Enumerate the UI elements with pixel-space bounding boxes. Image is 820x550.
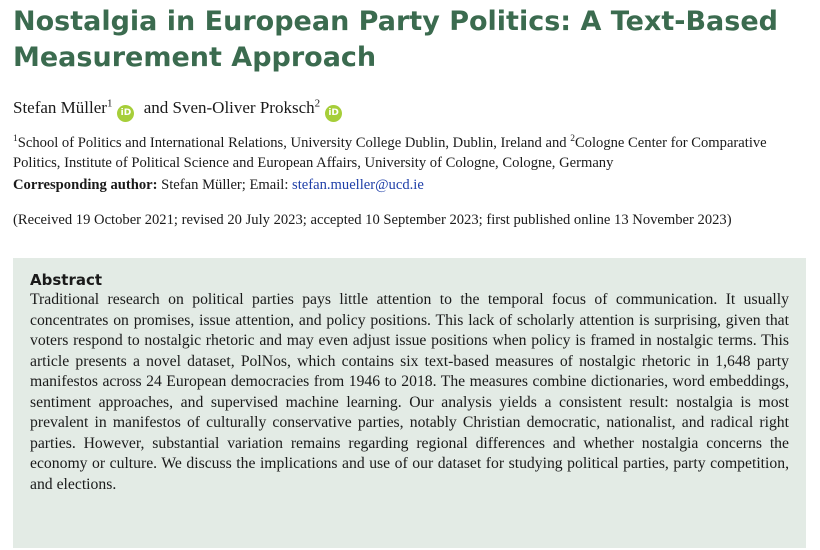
affil-sup: 2 bbox=[570, 134, 575, 145]
paper-title: Nostalgia in European Party Politics: A … bbox=[13, 6, 778, 73]
orcid-icon[interactable]: iD bbox=[325, 105, 343, 122]
corresponding-author: Corresponding author: Stefan Müller; Ema… bbox=[13, 175, 424, 195]
author-affil-sup: 2 bbox=[314, 97, 321, 110]
orcid-icon[interactable]: iD bbox=[117, 105, 135, 122]
publication-dates: (Received 19 October 2021; revised 20 Ju… bbox=[13, 212, 732, 228]
corresponding-label: Corresponding author: bbox=[13, 177, 158, 193]
author-list: Stefan Müller1 iD and Sven-Oliver Proksch… bbox=[13, 97, 347, 122]
author-name[interactable]: Sven-Oliver Proksch bbox=[172, 98, 315, 117]
affiliation-text: Cologne Center for Comparative Politics,… bbox=[13, 135, 767, 171]
affiliations: 1School of Politics and International Re… bbox=[13, 133, 803, 173]
author-affil-sup: 1 bbox=[106, 97, 113, 110]
affil-sup: 1 bbox=[13, 134, 18, 145]
abstract-box: Abstract Traditional research on politic… bbox=[13, 258, 806, 548]
corresponding-text: Stefan Müller; Email: bbox=[157, 177, 293, 193]
author-joiner: and bbox=[139, 98, 173, 117]
abstract-heading: Abstract bbox=[30, 271, 103, 289]
affiliation-text: School of Politics and International Rel… bbox=[17, 135, 571, 151]
email-link[interactable]: stefan.mueller@ucd.ie bbox=[292, 177, 424, 193]
author-name[interactable]: Stefan Müller bbox=[13, 98, 107, 117]
abstract-text: Traditional research on political partie… bbox=[30, 291, 789, 493]
